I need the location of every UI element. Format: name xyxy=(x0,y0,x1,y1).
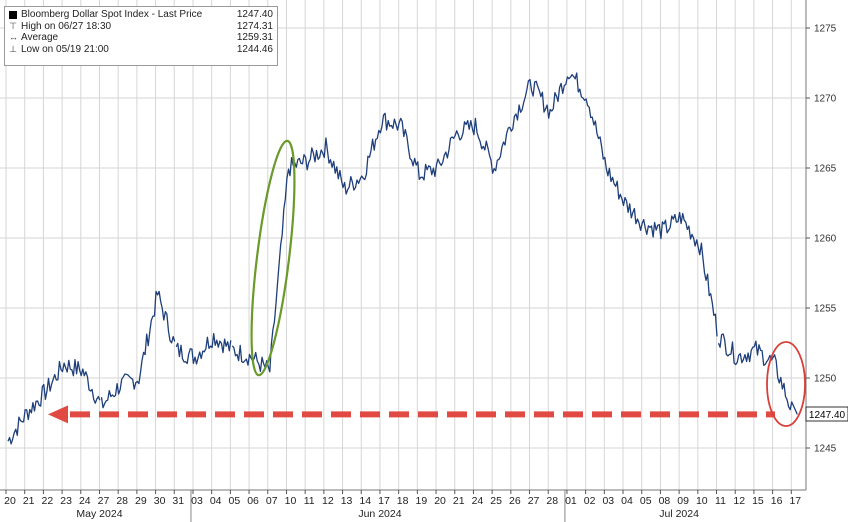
x-tick-label: 21 xyxy=(23,495,35,507)
green-highlight-ellipse xyxy=(250,139,296,377)
month-label: Jun 2024 xyxy=(358,508,401,520)
price-series-line xyxy=(7,72,798,445)
last-price-tag: 1247.40 xyxy=(805,406,848,422)
x-tick-label: 12 xyxy=(733,495,745,507)
legend-row-low: ⊥ Low on 05/19 21:00 1244.46 xyxy=(9,44,273,56)
x-tick-label: 30 xyxy=(154,495,166,507)
x-tick-label: 08 xyxy=(659,495,671,507)
x-tick-label: 04 xyxy=(621,495,633,507)
x-tick-label: 29 xyxy=(135,495,147,507)
x-tick-label: 11 xyxy=(715,495,726,507)
arrow-head-icon xyxy=(48,405,68,424)
black-square-icon xyxy=(9,10,17,19)
y-tick-label: 1255 xyxy=(814,304,837,315)
y-tick-label: 1270 xyxy=(814,94,837,105)
average-marker-icon: ↔ xyxy=(9,32,18,42)
x-tick-label: 07 xyxy=(266,495,278,507)
x-tick-label: 05 xyxy=(229,495,241,507)
legend-high-label: High on 06/27 18:30 xyxy=(21,20,112,32)
x-tick-label: 22 xyxy=(42,495,54,507)
y-tick-label: 1265 xyxy=(814,164,837,175)
legend-title-value: 1247.40 xyxy=(236,9,273,20)
red-highlight-ellipse xyxy=(766,341,806,427)
y-tick-label: 1245 xyxy=(814,444,837,455)
month-labels: May 2024 Jun 2024 Jul 2024 xyxy=(76,508,699,520)
legend-average-value: 1259.31 xyxy=(236,32,273,43)
x-tick-label: 24 xyxy=(472,495,484,507)
x-tick-label: 23 xyxy=(60,495,72,507)
grid-lines xyxy=(0,0,806,490)
x-tick-label: 01 xyxy=(565,495,577,507)
x-tick-label: 03 xyxy=(191,495,203,507)
x-axis-ticks: 20 21 22 23 24 27 28 29 30 31 03 04 05 06 07 10 11 12 13 14… xyxy=(4,490,801,507)
x-tick-label: 28 xyxy=(546,495,558,507)
chart-legend: Bloomberg Dollar Spot Index - Last Price… xyxy=(4,6,278,66)
x-tick-label: 06 xyxy=(247,495,259,507)
legend-row-last: Bloomberg Dollar Spot Index - Last Price… xyxy=(9,9,273,21)
legend-title: Bloomberg Dollar Spot Index - Last Price xyxy=(21,9,203,20)
y-axis-ticks: 1245 1250 1255 1260 1265 1270 1275 xyxy=(806,24,837,455)
x-tick-label: 13 xyxy=(341,495,353,507)
x-tick-label: 20 xyxy=(4,495,16,507)
x-tick-label: 25 xyxy=(490,495,502,507)
x-tick-label: 16 xyxy=(771,495,783,507)
x-tick-label: 04 xyxy=(210,495,222,507)
x-tick-label: 18 xyxy=(397,495,409,507)
legend-low-label: Low on 05/19 21:00 xyxy=(21,43,109,55)
x-tick-label: 12 xyxy=(322,495,334,507)
x-tick-label: 17 xyxy=(378,495,390,507)
legend-low-value: 1244.46 xyxy=(236,43,273,55)
x-tick-label: 10 xyxy=(285,495,297,507)
x-tick-label: 27 xyxy=(528,495,540,507)
x-tick-label: 02 xyxy=(584,495,596,507)
x-tick-label: 24 xyxy=(79,495,91,507)
month-label: May 2024 xyxy=(76,508,122,520)
month-label: Jul 2024 xyxy=(659,508,699,520)
last-price-label: 1247.40 xyxy=(809,410,846,421)
x-tick-label: 15 xyxy=(752,495,764,507)
x-tick-label: 19 xyxy=(416,495,428,507)
x-tick-label: 05 xyxy=(640,495,652,507)
x-tick-label: 28 xyxy=(116,495,128,507)
x-tick-label: 09 xyxy=(677,495,689,507)
legend-row-high: ⊤ High on 06/27 18:30 1274.31 xyxy=(9,21,273,33)
legend-average-label: Average xyxy=(21,32,59,43)
x-tick-label: 14 xyxy=(359,495,371,507)
x-tick-label: 26 xyxy=(509,495,521,507)
y-tick-label: 1275 xyxy=(814,24,837,35)
x-tick-label: 31 xyxy=(172,495,184,507)
high-marker-icon: ⊤ xyxy=(9,20,17,31)
x-tick-label: 11 xyxy=(304,495,315,507)
x-tick-label: 27 xyxy=(98,495,110,507)
x-tick-label: 21 xyxy=(453,495,465,507)
x-tick-label: 20 xyxy=(434,495,446,507)
support-level-arrow xyxy=(48,405,775,424)
month-separators xyxy=(190,490,566,522)
legend-high-value: 1274.31 xyxy=(236,20,273,32)
x-tick-label: 10 xyxy=(696,495,708,507)
low-marker-icon: ⊥ xyxy=(9,43,17,54)
y-tick-label: 1250 xyxy=(814,374,837,385)
x-tick-label: 17 xyxy=(789,495,801,507)
y-tick-label: 1260 xyxy=(814,234,837,245)
x-tick-label: 03 xyxy=(602,495,614,507)
legend-row-average: ↔ Average 1259.31 xyxy=(9,32,273,44)
